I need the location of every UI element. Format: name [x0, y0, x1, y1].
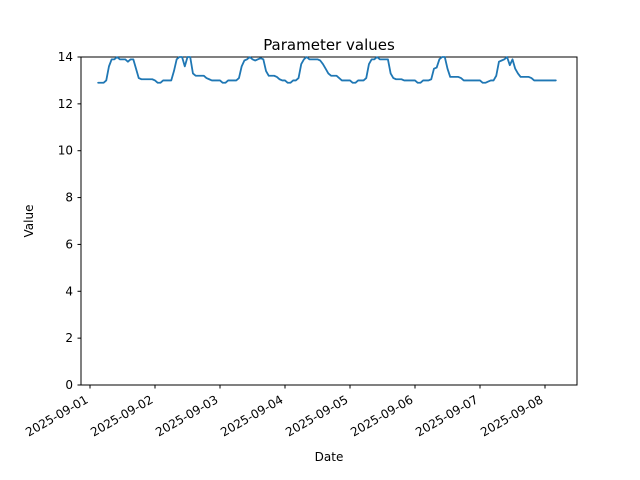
x-tick-label: 2025-09-08 [478, 392, 545, 439]
x-tick-label: 2025-09-03 [153, 392, 220, 439]
y-tick-label: 4 [65, 284, 73, 298]
y-tick-label: 0 [65, 378, 73, 392]
y-tick-label: 8 [65, 191, 73, 205]
data-line [97, 56, 557, 84]
axes-spines [80, 56, 578, 386]
y-tick-label: 12 [58, 97, 73, 111]
y-tick-label: 6 [65, 237, 73, 251]
x-tick-label: 2025-09-05 [283, 392, 350, 439]
y-tick-label: 10 [58, 144, 73, 158]
x-tick-label: 2025-09-01 [23, 392, 90, 439]
y-tick-label: 2 [65, 331, 73, 345]
x-tick-label: 2025-09-06 [348, 392, 415, 439]
y-tick-label: 14 [58, 50, 73, 64]
x-axis-title: Date [314, 450, 344, 464]
chart-title: Parameter values [263, 36, 395, 54]
x-tick-label: 2025-09-02 [88, 392, 155, 439]
y-axis-title: Value [22, 204, 36, 238]
x-tick-label: 2025-09-04 [218, 392, 285, 439]
x-tick-label: 2025-09-07 [413, 392, 480, 439]
